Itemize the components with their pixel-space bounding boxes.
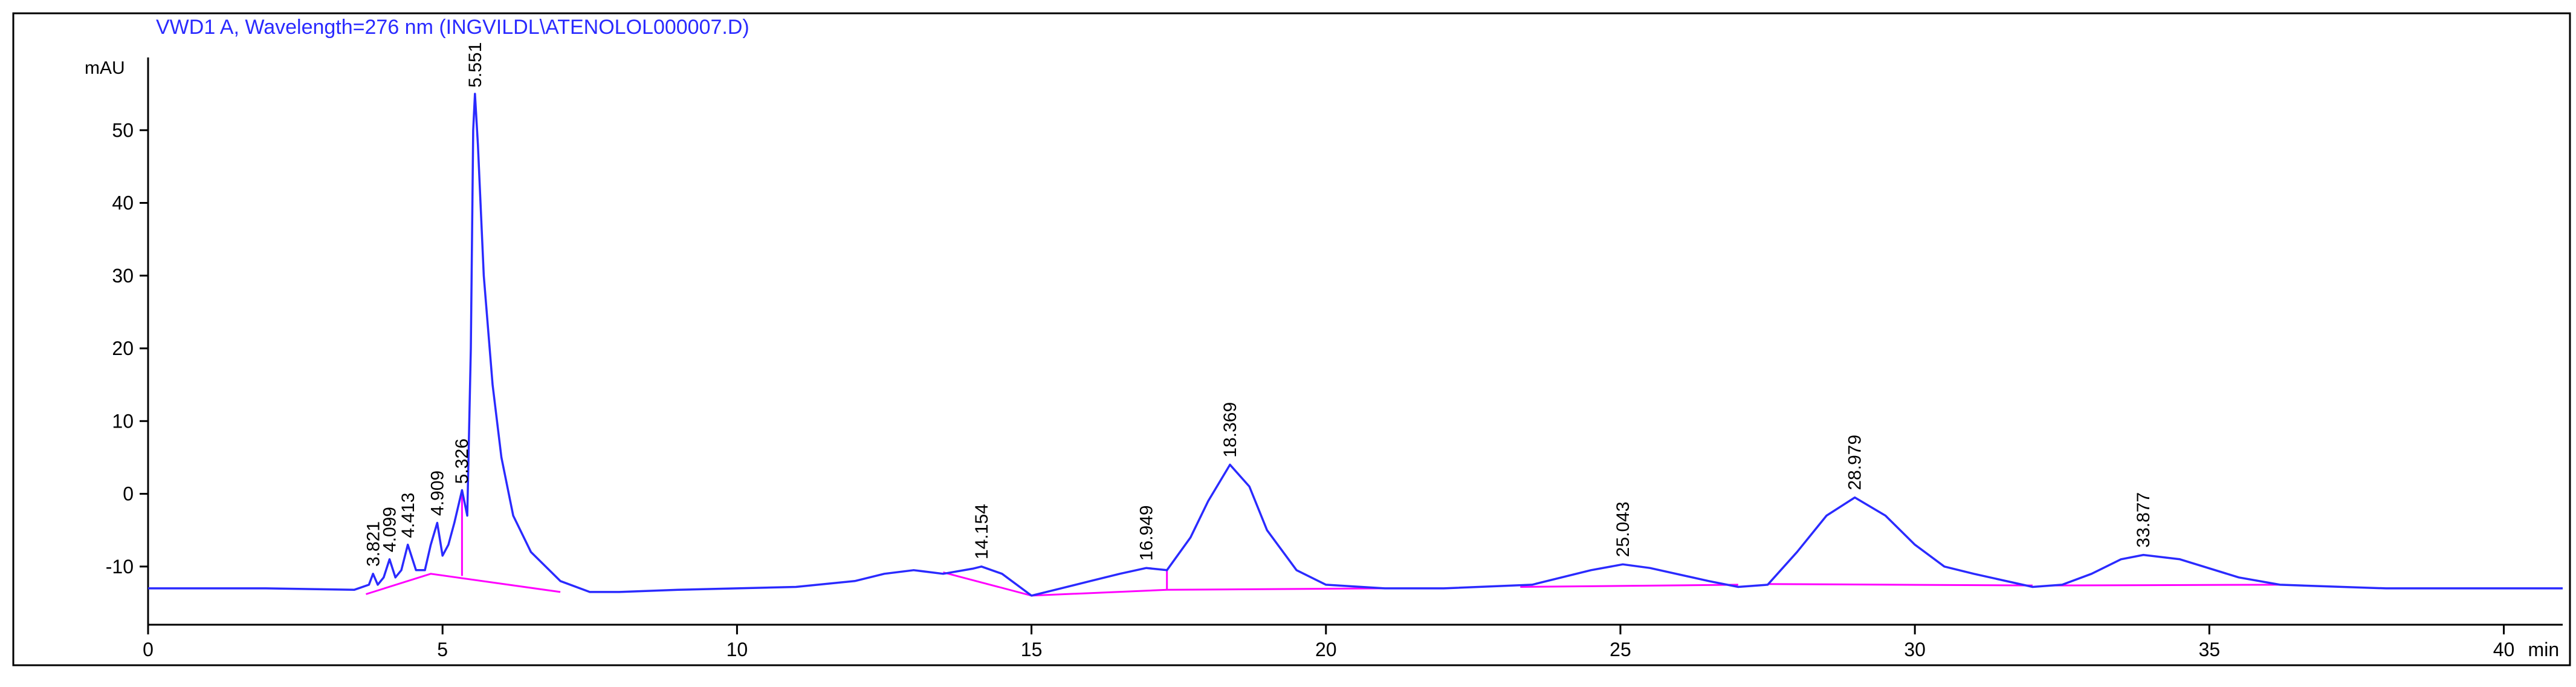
peak-label: 28.979 [1845, 435, 1865, 490]
x-tick-label: 35 [2199, 639, 2221, 660]
y-tick-label: 50 [112, 119, 134, 141]
signal-trace [148, 93, 2563, 597]
peak-label: 16.949 [1136, 505, 1156, 561]
peak-label: 14.154 [972, 504, 992, 559]
y-tick-label: 30 [112, 265, 134, 287]
x-tick-label: 10 [727, 639, 748, 660]
peak-label: 5.326 [452, 438, 472, 484]
frame [12, 12, 2571, 666]
y-tick-label: 40 [112, 192, 134, 214]
peak-label: 3.821 [363, 521, 383, 567]
x-tick-label: 40 [2493, 639, 2515, 660]
baseline [1520, 584, 1738, 588]
baseline [366, 573, 561, 595]
x-tick-label: 25 [1610, 639, 1631, 660]
x-tick-label: 15 [1021, 639, 1043, 660]
y-tick-label: 0 [123, 483, 134, 505]
chart-title: VWD1 A, Wavelength=276 nm (INGVILDL\ATEN… [156, 16, 749, 39]
baseline [1767, 583, 2033, 587]
y-tick-label: 20 [112, 337, 134, 359]
peak-label: 25.043 [1613, 501, 1633, 557]
peak-label: 4.413 [398, 493, 418, 538]
y-axis-label: mAU [85, 58, 125, 78]
y-tick-label: 10 [112, 410, 134, 432]
peak-label: 4.909 [427, 470, 447, 516]
peak-label: 4.099 [380, 507, 400, 552]
x-tick-label: 0 [143, 639, 154, 660]
baseline [943, 571, 1385, 597]
x-tick-label: 5 [437, 639, 448, 660]
peak-label: 5.551 [465, 42, 485, 88]
y-tick-label: -10 [106, 556, 134, 578]
peak-label: 33.877 [2134, 492, 2154, 548]
x-axis-label: min [2528, 639, 2560, 660]
x-tick-label: 30 [1904, 639, 1926, 660]
x-tick-label: 20 [1315, 639, 1337, 660]
peak-label: 18.369 [1220, 402, 1240, 458]
